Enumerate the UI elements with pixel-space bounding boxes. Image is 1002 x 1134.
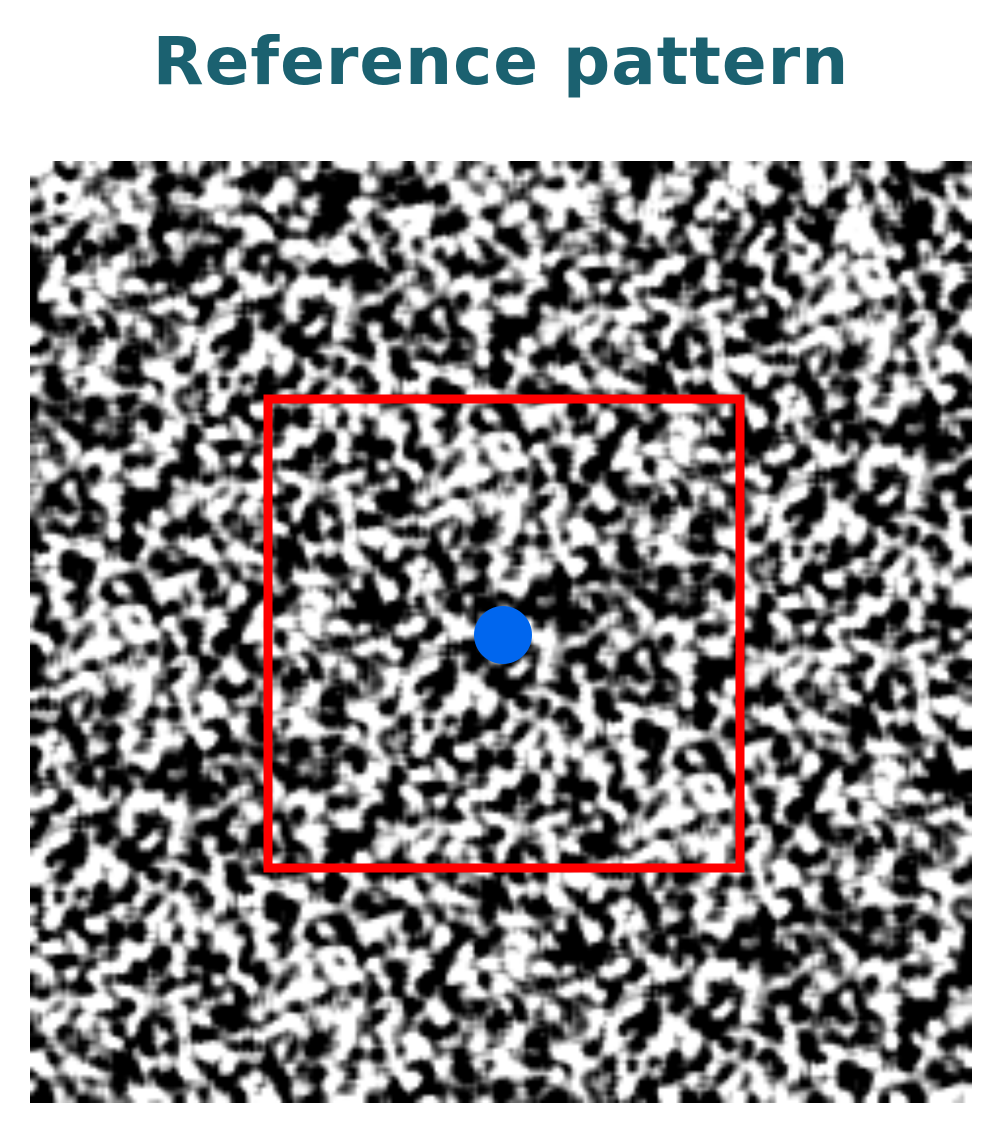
speckle-image [30,161,972,1103]
figure-title: Reference pattern [152,23,850,100]
center-marker [474,606,532,664]
subset-window [263,394,745,873]
annotation-overlay [263,394,745,873]
